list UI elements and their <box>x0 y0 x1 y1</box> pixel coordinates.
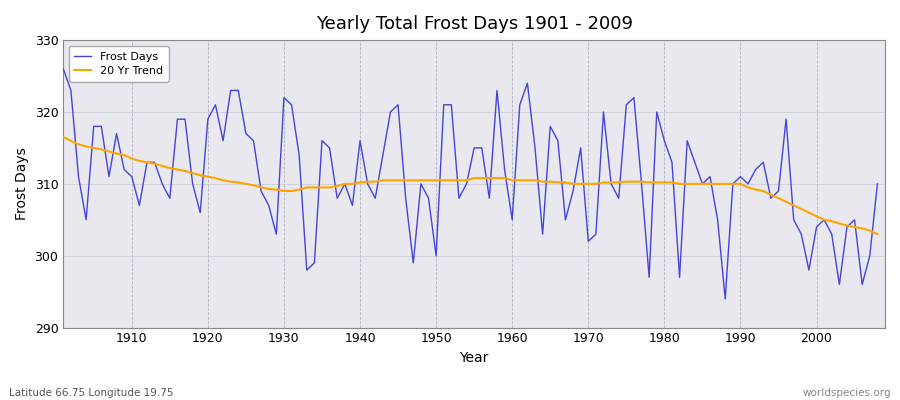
Text: worldspecies.org: worldspecies.org <box>803 388 891 398</box>
Frost Days <box>438 102 449 107</box>
Frost Days <box>872 182 883 186</box>
20 Yr Trend <box>857 226 868 231</box>
X-axis label: Year: Year <box>460 351 489 365</box>
Line: 20 Yr Trend: 20 Yr Trend <box>63 137 878 234</box>
Frost Days <box>766 196 777 201</box>
20 Yr Trend <box>758 189 769 194</box>
Legend: Frost Days, 20 Yr Trend: Frost Days, 20 Yr Trend <box>68 46 168 82</box>
20 Yr Trend <box>438 178 449 183</box>
Title: Yearly Total Frost Days 1901 - 2009: Yearly Total Frost Days 1901 - 2009 <box>316 15 633 33</box>
20 Yr Trend <box>872 232 883 236</box>
Frost Days <box>141 160 152 165</box>
20 Yr Trend <box>705 182 716 186</box>
Frost Days <box>58 66 68 71</box>
Frost Days <box>187 182 198 186</box>
Y-axis label: Frost Days: Frost Days <box>15 148 29 220</box>
Frost Days <box>864 253 875 258</box>
Line: Frost Days: Frost Days <box>63 69 878 299</box>
Frost Days <box>720 296 731 301</box>
20 Yr Trend <box>187 171 198 176</box>
Frost Days <box>705 174 716 179</box>
20 Yr Trend <box>141 160 152 165</box>
20 Yr Trend <box>58 135 68 140</box>
Text: Latitude 66.75 Longitude 19.75: Latitude 66.75 Longitude 19.75 <box>9 388 174 398</box>
